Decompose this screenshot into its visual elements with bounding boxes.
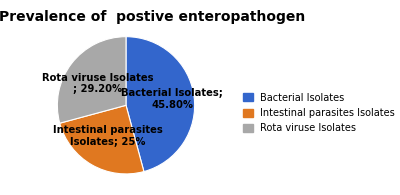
Wedge shape (60, 105, 144, 174)
Text: Rota viruse Isolates
; 29.20%: Rota viruse Isolates ; 29.20% (42, 73, 154, 94)
Text: Bacterial Isolates;
45.80%: Bacterial Isolates; 45.80% (121, 88, 223, 110)
Text: Prevalence of  postive enteropathogen: Prevalence of postive enteropathogen (0, 10, 305, 24)
Wedge shape (57, 37, 126, 123)
Wedge shape (126, 37, 195, 172)
Legend: Bacterial Isolates, Intestinal parasites Isolates, Rota viruse Isolates: Bacterial Isolates, Intestinal parasites… (240, 90, 398, 136)
Text: Intestinal parasites
Isolates; 25%: Intestinal parasites Isolates; 25% (53, 125, 163, 147)
